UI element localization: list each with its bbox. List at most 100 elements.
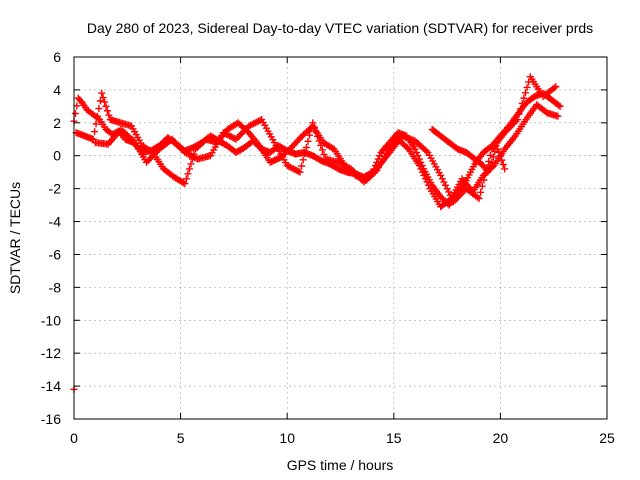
- y-axis-label: SDTVAR / TECUs: [7, 182, 23, 294]
- data-point-fill: [518, 99, 526, 107]
- data-point-fill: [329, 144, 337, 152]
- x-tick-label: 15: [386, 430, 402, 446]
- data-point-fill: [515, 110, 523, 118]
- data-point-fill: [93, 112, 101, 120]
- data-point-fill: [105, 111, 113, 119]
- data-point: [266, 158, 274, 166]
- plot-frame: [73, 56, 608, 420]
- data-point-fill: [269, 157, 277, 165]
- data-point-fill: [403, 144, 411, 152]
- data-point: [415, 162, 423, 170]
- data-point: [492, 142, 500, 150]
- data-point-fill: [182, 175, 190, 183]
- grid-lines: [74, 57, 607, 419]
- series-track-d: [428, 125, 509, 176]
- data-point-fill: [230, 134, 238, 142]
- data-point-fill: [550, 84, 558, 92]
- data-point-fill: [445, 188, 453, 196]
- data-point-fill: [144, 157, 152, 165]
- data-point: [496, 152, 504, 160]
- data-point-fill: [274, 155, 282, 163]
- data-point-fill: [422, 147, 430, 155]
- data-point-fill: [521, 89, 529, 97]
- data-point-fill: [317, 141, 325, 149]
- data-point-fill: [234, 134, 242, 142]
- data-point-fill: [485, 165, 493, 173]
- data-point-fill: [421, 175, 429, 183]
- x-tick-label: 20: [493, 430, 509, 446]
- data-point-fill: [294, 167, 302, 175]
- data-point-fill: [315, 137, 323, 145]
- data-point-fill: [91, 128, 99, 136]
- y-tick-label: 2: [53, 115, 61, 131]
- data-point-fill: [128, 135, 136, 143]
- data-point: [475, 195, 483, 203]
- x-tick-label: 10: [279, 430, 295, 446]
- data-point-fill: [299, 156, 307, 164]
- data-point-fill: [320, 150, 328, 158]
- data-point-fill: [237, 130, 245, 138]
- data-point-fill: [312, 128, 320, 136]
- x-axis-label: GPS time / hours: [287, 457, 394, 473]
- data-point-fill: [376, 152, 384, 160]
- y-tick-label: -4: [49, 214, 62, 230]
- data-point-fill: [306, 131, 314, 139]
- data-point: [181, 180, 189, 188]
- y-tick-label: -6: [49, 246, 62, 262]
- data-point-fill: [101, 98, 109, 106]
- x-tick-label: 5: [177, 430, 185, 446]
- data-point-fill: [99, 94, 107, 102]
- data-point-fill: [187, 160, 195, 168]
- data-point-fill: [318, 146, 326, 154]
- data-point-fill: [477, 188, 485, 196]
- chart-title: Day 280 of 2023, Sidereal Day-to-day VTE…: [87, 20, 593, 36]
- data-point: [309, 119, 317, 127]
- data-point-fill: [185, 165, 193, 173]
- data-point-fill: [499, 161, 507, 169]
- data-point-fill: [146, 155, 154, 163]
- data-point: [554, 112, 562, 120]
- data-point-fill: [103, 107, 111, 115]
- data-point-fill: [425, 181, 433, 189]
- data-point-fill: [494, 145, 502, 153]
- data-point: [501, 165, 509, 173]
- data-point-fill: [417, 165, 425, 173]
- data-point-fill: [489, 153, 497, 161]
- x-tick-label: 0: [70, 430, 78, 446]
- data-point-fill: [298, 162, 306, 170]
- data-point-fill: [102, 102, 110, 110]
- data-point-fill: [314, 132, 322, 140]
- data-point: [556, 102, 564, 110]
- data-point-fill: [304, 137, 312, 145]
- data-point-fill: [442, 181, 450, 189]
- data-point-fill: [179, 179, 187, 187]
- data-point-fill: [95, 105, 103, 113]
- data-point-fill: [495, 148, 503, 156]
- data-point-fill: [480, 176, 488, 184]
- data-point-fill: [418, 168, 426, 176]
- data-point-fill: [92, 120, 100, 128]
- data-point-fill: [517, 105, 525, 113]
- data-point: [488, 158, 496, 166]
- data-point-fill: [478, 182, 486, 190]
- data-point-fill: [420, 171, 428, 179]
- data-point-fill: [485, 157, 493, 165]
- y-tick-label: -16: [41, 411, 61, 427]
- data-points: [70, 73, 564, 393]
- data-point-fill: [286, 145, 294, 153]
- data-point-fill: [520, 94, 528, 102]
- y-tick-label: 6: [53, 49, 61, 65]
- data-point-fill: [423, 178, 431, 186]
- data-point-fill: [271, 156, 279, 164]
- y-tick-label: 4: [53, 82, 61, 98]
- y-tick-label: -12: [41, 345, 61, 361]
- data-point-fill: [555, 101, 563, 109]
- data-point-fill: [486, 162, 494, 170]
- y-tick-label: -10: [41, 312, 61, 328]
- data-point-fill: [184, 170, 192, 178]
- data-point-fill: [438, 175, 446, 183]
- data-point-fill: [272, 155, 280, 163]
- data-point-fill: [446, 191, 454, 199]
